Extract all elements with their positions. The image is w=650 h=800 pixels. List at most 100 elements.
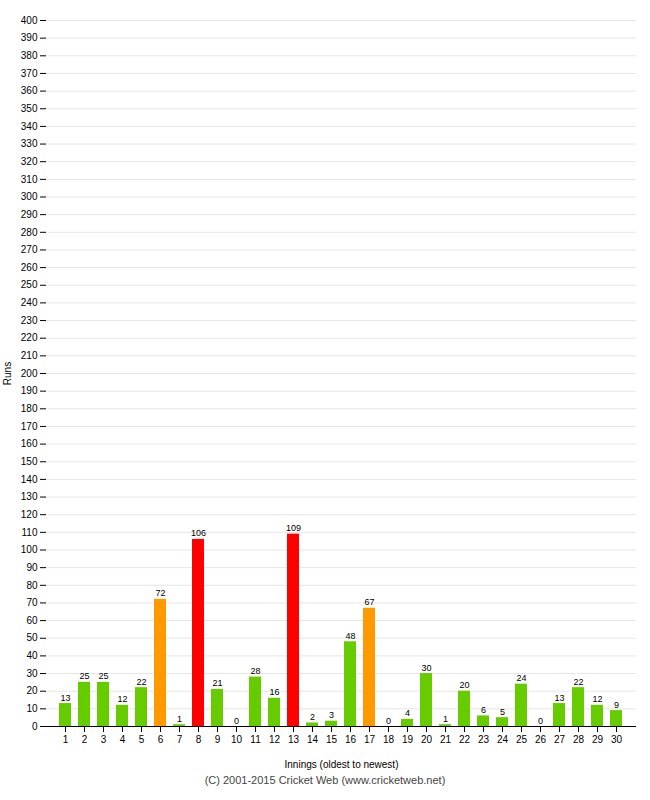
svg-text:5: 5 — [500, 707, 505, 717]
svg-text:15: 15 — [326, 734, 338, 745]
svg-text:330: 330 — [21, 138, 38, 149]
svg-text:18: 18 — [383, 734, 395, 745]
svg-text:6: 6 — [158, 734, 164, 745]
svg-text:13: 13 — [60, 693, 70, 703]
svg-text:260: 260 — [21, 262, 38, 273]
svg-text:50: 50 — [26, 632, 38, 643]
svg-text:210: 210 — [21, 350, 38, 361]
svg-text:80: 80 — [26, 580, 38, 591]
svg-text:20: 20 — [421, 734, 433, 745]
svg-text:0: 0 — [538, 716, 543, 726]
svg-text:13: 13 — [288, 734, 300, 745]
svg-text:48: 48 — [345, 631, 355, 641]
svg-text:270: 270 — [21, 244, 38, 255]
svg-text:20: 20 — [26, 685, 38, 696]
svg-text:2: 2 — [82, 734, 88, 745]
svg-text:3: 3 — [101, 734, 107, 745]
svg-text:300: 300 — [21, 191, 38, 202]
svg-text:9: 9 — [614, 700, 619, 710]
svg-text:25: 25 — [98, 671, 108, 681]
svg-text:6: 6 — [481, 705, 486, 715]
svg-text:8: 8 — [196, 734, 202, 745]
svg-text:4: 4 — [405, 708, 410, 718]
svg-text:11: 11 — [250, 734, 261, 745]
svg-text:12: 12 — [592, 694, 602, 704]
svg-text:150: 150 — [21, 456, 38, 467]
svg-text:30: 30 — [611, 734, 623, 745]
svg-text:27: 27 — [554, 734, 566, 745]
svg-text:24: 24 — [516, 673, 526, 683]
svg-text:14: 14 — [307, 734, 319, 745]
svg-text:13: 13 — [554, 693, 564, 703]
svg-text:12: 12 — [117, 694, 127, 704]
svg-text:10: 10 — [26, 703, 38, 714]
svg-text:17: 17 — [364, 734, 376, 745]
svg-text:310: 310 — [21, 174, 38, 185]
svg-text:350: 350 — [21, 103, 38, 114]
svg-text:30: 30 — [26, 668, 38, 679]
svg-text:230: 230 — [21, 315, 38, 326]
svg-text:30: 30 — [421, 663, 431, 673]
svg-text:21: 21 — [212, 678, 222, 688]
svg-text:0: 0 — [234, 716, 239, 726]
svg-text:12: 12 — [269, 734, 281, 745]
svg-text:28: 28 — [250, 666, 260, 676]
svg-text:220: 220 — [21, 332, 38, 343]
svg-text:10: 10 — [231, 734, 243, 745]
svg-text:100: 100 — [21, 544, 38, 555]
svg-text:0: 0 — [32, 721, 38, 732]
svg-text:Innings (oldest to newest): Innings (oldest to newest) — [285, 759, 399, 770]
svg-text:23: 23 — [478, 734, 490, 745]
svg-text:21: 21 — [440, 734, 452, 745]
svg-text:130: 130 — [21, 491, 38, 502]
svg-text:Runs: Runs — [2, 362, 13, 385]
svg-text:140: 140 — [21, 474, 38, 485]
svg-text:26: 26 — [535, 734, 547, 745]
svg-text:180: 180 — [21, 403, 38, 414]
svg-text:67: 67 — [364, 597, 374, 607]
svg-text:320: 320 — [21, 156, 38, 167]
svg-text:72: 72 — [155, 588, 165, 598]
svg-text:280: 280 — [21, 227, 38, 238]
svg-text:25: 25 — [516, 734, 528, 745]
svg-text:3: 3 — [329, 710, 334, 720]
svg-text:40: 40 — [26, 650, 38, 661]
svg-text:1: 1 — [63, 734, 69, 745]
svg-text:170: 170 — [21, 421, 38, 432]
svg-text:28: 28 — [573, 734, 585, 745]
svg-text:360: 360 — [21, 85, 38, 96]
svg-text:20: 20 — [459, 680, 469, 690]
svg-text:340: 340 — [21, 121, 38, 132]
svg-text:200: 200 — [21, 368, 38, 379]
svg-text:190: 190 — [21, 385, 38, 396]
svg-text:16: 16 — [345, 734, 357, 745]
svg-text:2: 2 — [310, 712, 315, 722]
svg-text:60: 60 — [26, 615, 38, 626]
svg-text:19: 19 — [402, 734, 414, 745]
svg-text:0: 0 — [386, 716, 391, 726]
svg-text:5: 5 — [139, 734, 145, 745]
svg-text:160: 160 — [21, 438, 38, 449]
svg-text:7: 7 — [177, 734, 183, 745]
svg-text:250: 250 — [21, 279, 38, 290]
svg-text:24: 24 — [497, 734, 509, 745]
svg-text:109: 109 — [286, 523, 301, 533]
svg-text:9: 9 — [215, 734, 221, 745]
svg-text:400: 400 — [21, 15, 38, 26]
svg-text:380: 380 — [21, 50, 38, 61]
svg-text:390: 390 — [21, 32, 38, 43]
svg-text:90: 90 — [26, 562, 38, 573]
svg-text:22: 22 — [136, 677, 146, 687]
svg-text:29: 29 — [592, 734, 604, 745]
svg-text:70: 70 — [26, 597, 38, 608]
svg-text:25: 25 — [79, 671, 89, 681]
svg-text:240: 240 — [21, 297, 38, 308]
svg-text:16: 16 — [269, 687, 279, 697]
svg-text:106: 106 — [191, 528, 206, 538]
svg-text:4: 4 — [120, 734, 126, 745]
svg-text:290: 290 — [21, 209, 38, 220]
svg-text:1: 1 — [177, 714, 182, 724]
svg-text:120: 120 — [21, 509, 38, 520]
svg-text:22: 22 — [573, 677, 583, 687]
svg-text:22: 22 — [459, 734, 471, 745]
